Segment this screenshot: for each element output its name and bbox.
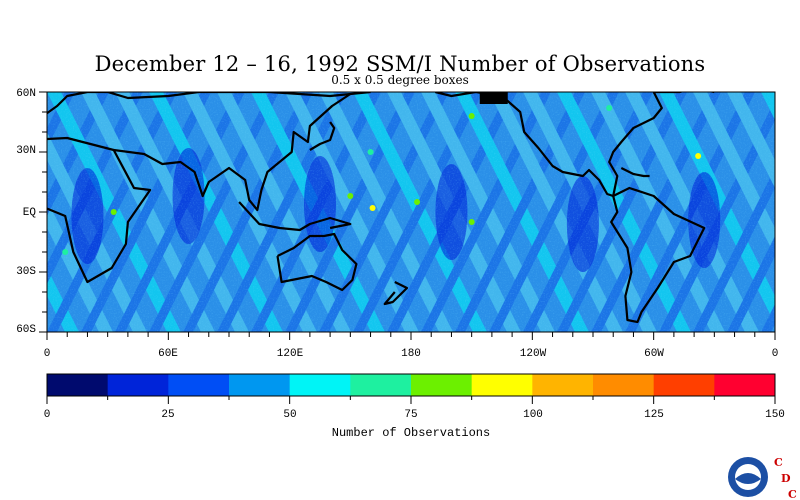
noaa-logo: NOAA C D C bbox=[728, 456, 797, 499]
japan-coastline bbox=[309, 121, 336, 151]
high-count-spot bbox=[468, 113, 475, 119]
colorbar-tick-label: 50 bbox=[283, 409, 297, 421]
lon-label-0-left: 0 bbox=[43, 348, 51, 360]
north-america-coastline bbox=[435, 92, 663, 198]
caribbean-coastline bbox=[620, 167, 650, 178]
colorbar-swatch bbox=[471, 374, 533, 396]
colorbar-tick-label: 25 bbox=[161, 409, 175, 421]
high-count-spot bbox=[695, 153, 702, 159]
greenland-coastline bbox=[653, 92, 715, 94]
high-count-spot bbox=[468, 219, 475, 225]
lon-label-60e: 60E bbox=[158, 348, 178, 360]
page-subtitle: 0.5 x 0.5 degree boxes bbox=[331, 73, 469, 87]
noaa-bird-icon bbox=[735, 473, 761, 484]
swath-band bbox=[795, 92, 800, 332]
high-count-spot bbox=[414, 199, 421, 205]
lat-label-30s: 30S bbox=[16, 266, 36, 278]
colorbar-swatch bbox=[229, 374, 291, 396]
colorbar-swatch bbox=[653, 374, 715, 396]
high-count-spots bbox=[62, 105, 702, 255]
page-title: December 12 – 16, 1992 SSM/I Number of O… bbox=[94, 52, 706, 76]
logo-letter-d: D bbox=[781, 472, 791, 485]
lat-label-60n: 60N bbox=[16, 88, 36, 100]
high-count-spot bbox=[367, 149, 374, 155]
colorbar-swatch bbox=[350, 374, 412, 396]
missing-data-block bbox=[479, 92, 508, 104]
lon-label-0-right: 0 bbox=[771, 348, 779, 360]
lat-label-60s: 60S bbox=[16, 324, 36, 336]
colorbar-swatch bbox=[47, 374, 109, 396]
coastlines bbox=[47, 92, 715, 324]
observation-noise bbox=[47, 92, 775, 332]
high-count-spot bbox=[606, 105, 613, 111]
colorbar-tick-label: 150 bbox=[765, 409, 785, 421]
colorbar-swatch bbox=[168, 374, 230, 396]
africa-coastline bbox=[47, 136, 152, 284]
high-count-spot bbox=[369, 205, 376, 211]
south-asia-coastline bbox=[113, 93, 351, 212]
colorbar-swatch bbox=[107, 374, 169, 396]
colorbar-swatch bbox=[289, 374, 351, 396]
high-count-spot bbox=[62, 249, 69, 255]
colorbar-swatch bbox=[532, 374, 594, 396]
australia-coastline bbox=[276, 232, 358, 292]
colorbar-tick-label: 75 bbox=[404, 409, 418, 421]
lat-label-30n: 30N bbox=[16, 145, 36, 157]
high-count-spot bbox=[347, 193, 354, 199]
new-zealand-coastline bbox=[383, 281, 409, 306]
colorbar-swatch bbox=[593, 374, 655, 396]
colorbar-tick-label: 100 bbox=[523, 409, 543, 421]
lat-label-eq: EQ bbox=[22, 207, 36, 219]
colorbar-swatch bbox=[714, 374, 776, 396]
eurasia-coastline bbox=[107, 92, 371, 100]
europe-coastline bbox=[47, 92, 108, 115]
colorbar-title: Number of Observations bbox=[331, 426, 491, 440]
south-america-coastline bbox=[610, 186, 706, 324]
lon-label-60w: 60W bbox=[644, 348, 664, 360]
colorbar-swatch bbox=[411, 374, 473, 396]
high-count-spot bbox=[110, 209, 117, 215]
lon-label-120w: 120W bbox=[519, 348, 547, 360]
colorbar-tick-label: 125 bbox=[644, 409, 664, 421]
logo-letter-c2: C bbox=[788, 488, 797, 499]
colorbar-tick-label: 0 bbox=[43, 409, 51, 421]
lon-label-180: 180 bbox=[401, 348, 421, 360]
lon-label-120e: 120E bbox=[276, 348, 304, 360]
noaa-emblem-text: NOAA bbox=[740, 466, 756, 472]
swath-band bbox=[795, 92, 800, 332]
indonesia-coastline bbox=[238, 201, 352, 232]
logo-letter-c: C bbox=[774, 456, 783, 469]
